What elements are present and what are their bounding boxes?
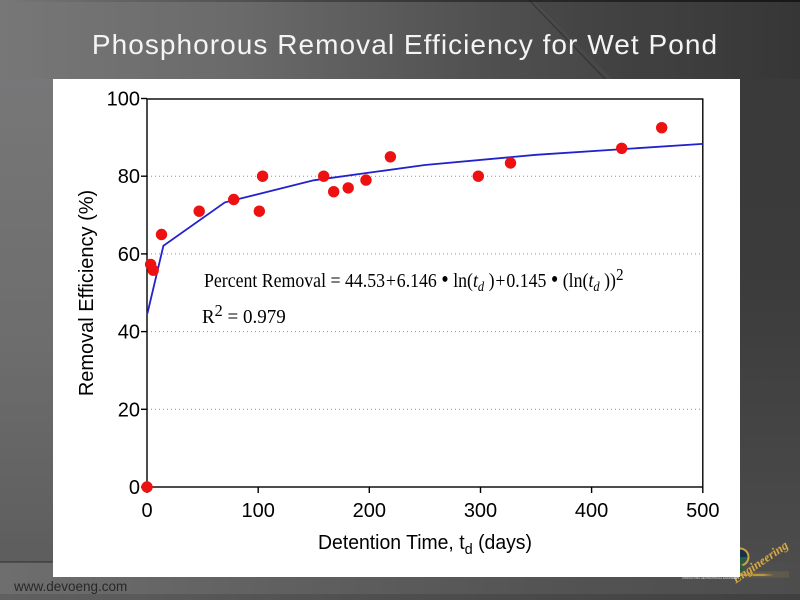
svg-text:R2 = 0.979: R2 = 0.979	[202, 301, 286, 329]
svg-text:300: 300	[464, 500, 497, 522]
svg-text:Percent Removal = 44.53+6.146: Percent Removal = 44.53+6.146 • ln(td )+…	[204, 266, 624, 294]
svg-text:40: 40	[118, 322, 140, 344]
svg-text:500: 500	[686, 500, 719, 522]
svg-text:80: 80	[118, 166, 140, 188]
svg-text:60: 60	[118, 244, 140, 266]
svg-text:100: 100	[242, 500, 275, 522]
svg-text:Detention Time, td (days): Detention Time, td (days)	[318, 532, 532, 558]
svg-text:0: 0	[129, 477, 140, 499]
svg-text:20: 20	[118, 399, 140, 421]
svg-text:200: 200	[353, 500, 386, 522]
svg-text:100: 100	[107, 89, 140, 111]
svg-text:Removal Efficiency (%): Removal Efficiency (%)	[76, 190, 98, 396]
svg-text:400: 400	[575, 500, 608, 522]
svg-text:0: 0	[141, 500, 152, 522]
